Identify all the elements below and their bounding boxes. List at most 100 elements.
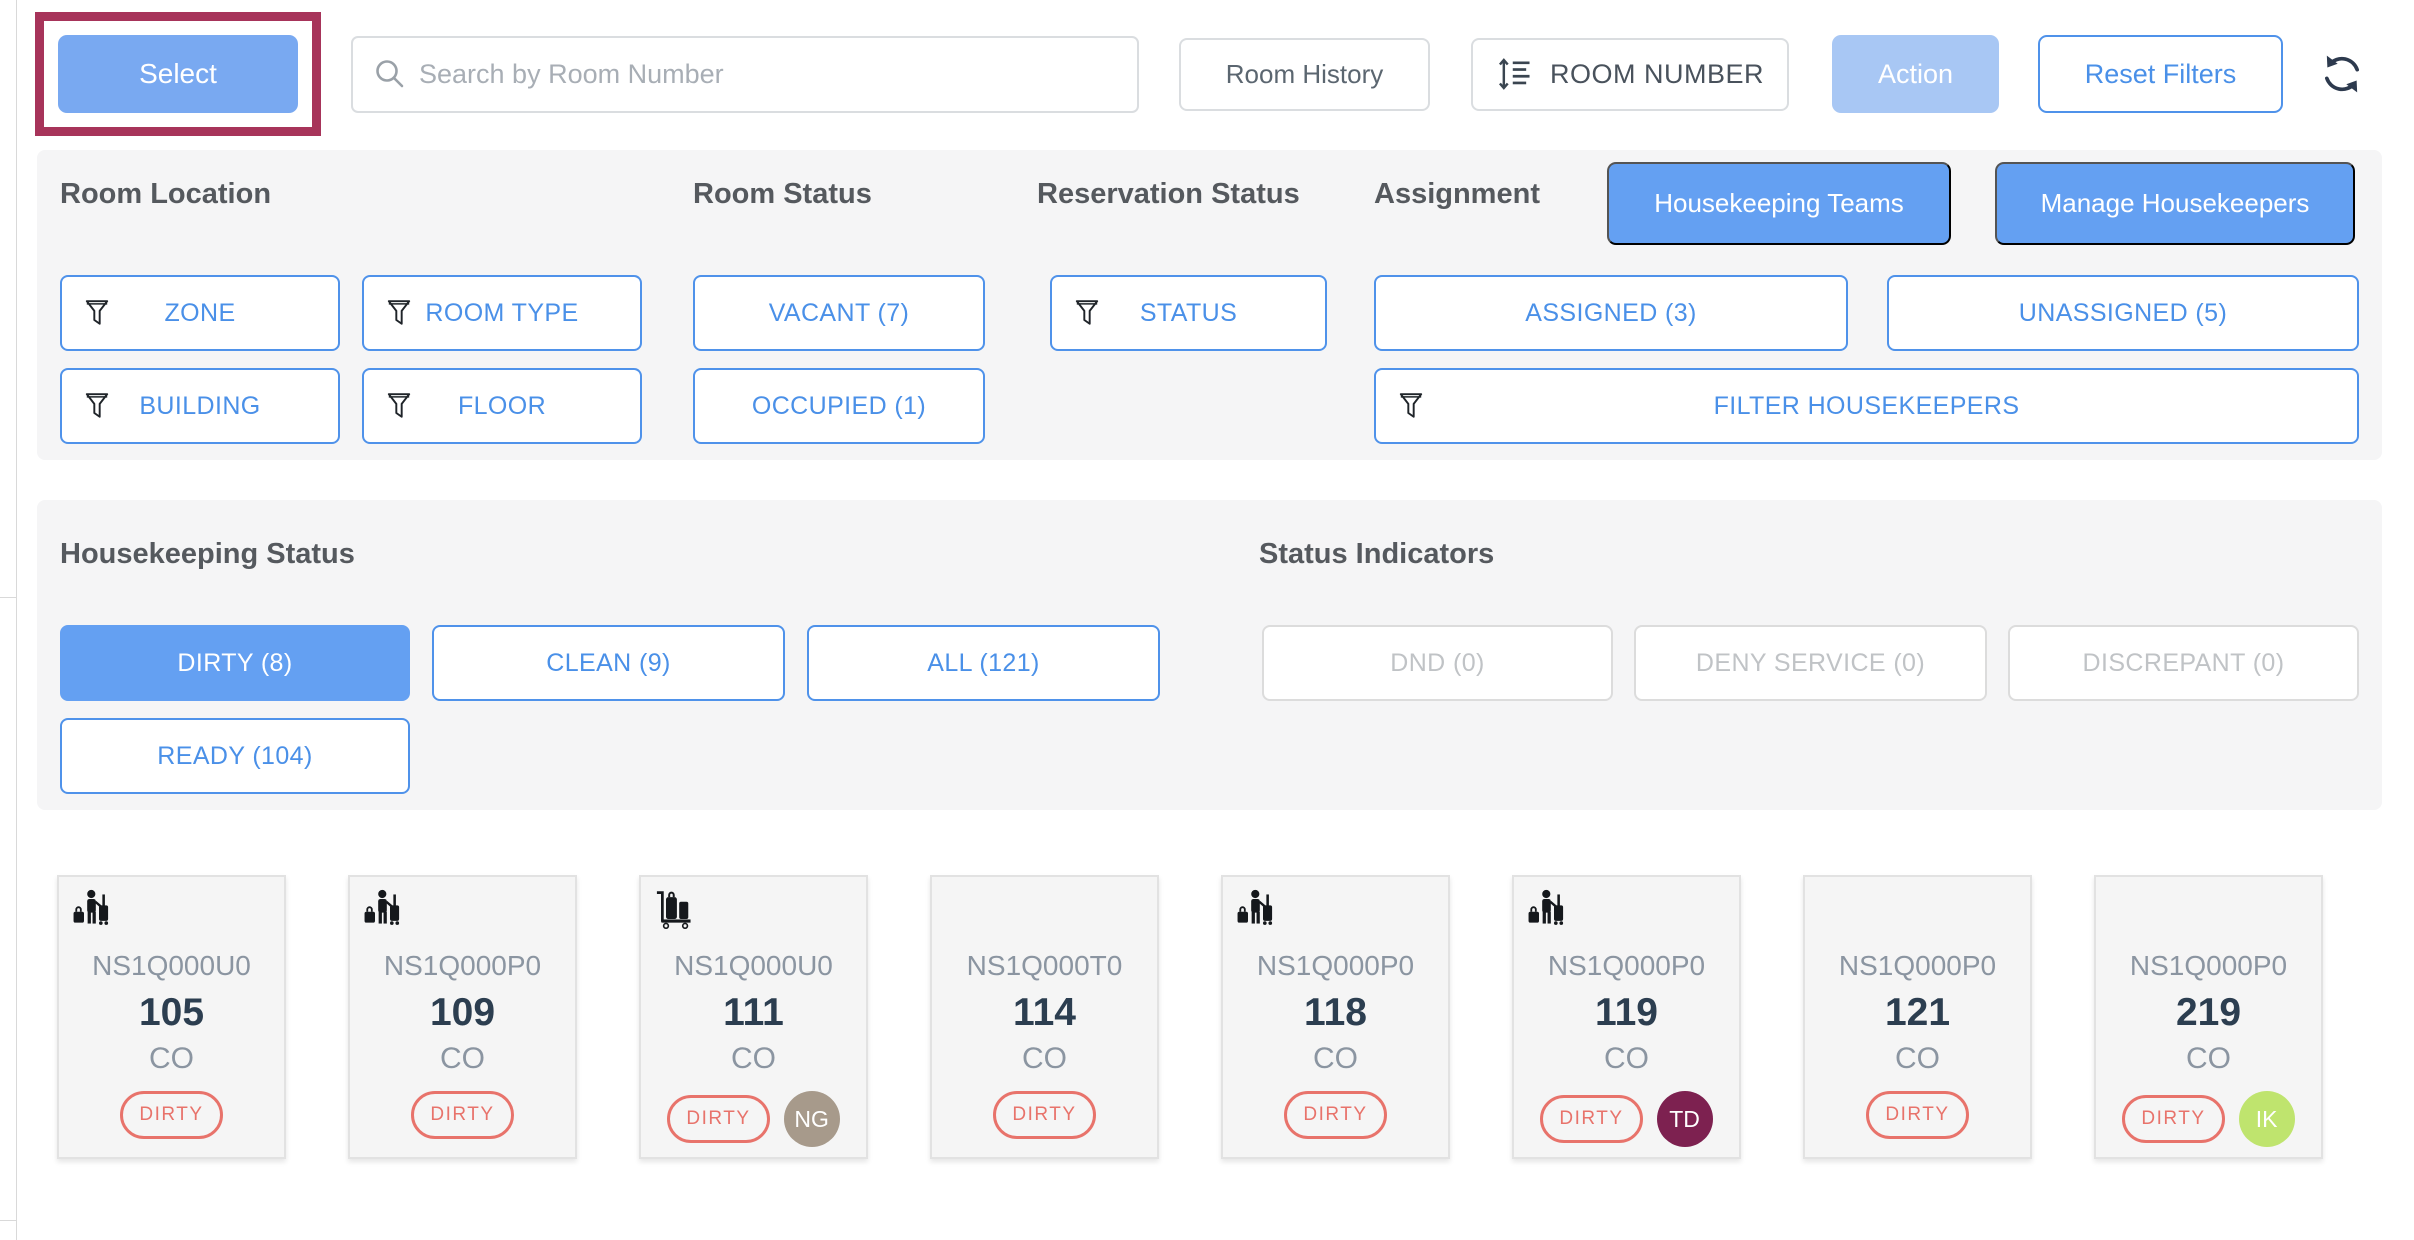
room-card[interactable]: NS1Q000U0 105 CO DIRTY: [57, 875, 286, 1159]
reservation-code: CO: [149, 1042, 194, 1075]
room-number: 119: [1595, 991, 1658, 1034]
funnel-icon: [387, 300, 411, 325]
ready-filter-button[interactable]: READY (104): [60, 718, 410, 794]
card-status-row: DIRTY: [1284, 1091, 1387, 1139]
search-input[interactable]: [351, 35, 1139, 113]
unassigned-filter-button[interactable]: UNASSIGNED (5): [1887, 275, 2359, 351]
filter-housekeepers-button[interactable]: FILTER HOUSEKEEPERS: [1374, 368, 2359, 444]
room-type-code: NS1Q000P0: [383, 950, 542, 981]
departing-guest-icon: [1528, 889, 1564, 925]
toolbar: Select Room History: [35, 0, 2414, 148]
floor-label: FLOOR: [457, 391, 547, 420]
room-type-filter-button[interactable]: ROOM TYPE: [362, 275, 642, 351]
room-card[interactable]: NS1Q000U0 111 CO DIRTY NG: [639, 875, 868, 1159]
manage-housekeepers-button[interactable]: Manage Housekeepers: [1995, 162, 2355, 245]
housekeeping-status-panel: Housekeeping Status Status Indicators DI…: [37, 500, 2382, 810]
rail-divider: [0, 597, 17, 598]
card-status-row: DIRTY: [993, 1091, 1096, 1139]
status-pill: DIRTY: [993, 1091, 1096, 1139]
action-button[interactable]: Action: [1832, 35, 1999, 113]
room-card[interactable]: NS1Q000P0 109 CO DIRTY: [348, 875, 577, 1159]
clean-filter-button[interactable]: CLEAN (9): [432, 625, 785, 701]
sort-control[interactable]: ROOM NUMBER: [1471, 37, 1789, 111]
left-rail: [0, 0, 17, 1240]
zone-label: ZONE: [164, 298, 236, 327]
dirty-filter-button[interactable]: DIRTY (8): [60, 625, 410, 701]
card-status-row: DIRTY TD: [1540, 1091, 1713, 1147]
card-status-row: DIRTY: [411, 1091, 514, 1139]
room-number: 111: [723, 991, 784, 1034]
rail-divider: [0, 1220, 17, 1221]
status-indicators-title: Status Indicators: [1259, 538, 1495, 570]
room-card[interactable]: NS1Q000P0 121 CO DIRTY: [1803, 875, 2032, 1159]
departing-guest-icon: [364, 889, 400, 925]
all-filter-button[interactable]: ALL (121): [807, 625, 1160, 701]
select-button[interactable]: Select: [58, 35, 298, 113]
funnel-icon: [387, 393, 411, 418]
housekeeping-teams-button[interactable]: Housekeeping Teams: [1607, 162, 1951, 245]
room-type-code: NS1Q000P0: [1256, 950, 1415, 981]
funnel-icon: [85, 393, 109, 418]
deny-service-filter-button[interactable]: DENY SERVICE (0): [1634, 625, 1987, 701]
room-number: 109: [429, 991, 496, 1034]
room-number: 121: [1884, 991, 1951, 1034]
status-pill: DIRTY: [1866, 1091, 1969, 1139]
room-card[interactable]: NS1Q000P0 119 CO DIRTY TD: [1512, 875, 1741, 1159]
room-type-code: NS1Q000P0: [1838, 950, 1997, 981]
departing-guest-icon: [73, 889, 109, 925]
reservation-code: CO: [731, 1042, 776, 1075]
housekeeper-badge: TD: [1656, 1091, 1713, 1147]
room-location-title: Room Location: [60, 178, 272, 210]
departing-guest-icon: [1237, 889, 1273, 925]
room-number: 114: [1013, 991, 1076, 1034]
status-pill: DIRTY: [411, 1091, 514, 1139]
room-card[interactable]: NS1Q000P0 118 CO DIRTY: [1221, 875, 1450, 1159]
funnel-icon: [85, 300, 109, 325]
room-number: 105: [138, 991, 205, 1034]
refresh-icon: [2324, 55, 2360, 93]
reservation-code: CO: [1895, 1042, 1940, 1075]
room-type-code: NS1Q000U0: [92, 950, 251, 981]
status-pill: DIRTY: [2122, 1095, 2225, 1143]
room-type-code: NS1Q000P0: [1547, 950, 1706, 981]
reservation-code: CO: [1022, 1042, 1067, 1075]
status-pill: DIRTY: [667, 1095, 770, 1143]
status-pill: DIRTY: [1540, 1095, 1643, 1143]
housekeeper-badge: IK: [2238, 1091, 2295, 1147]
sort-order-icon: [1498, 58, 1530, 90]
filters-panel: Room Location Room Status Reservation St…: [37, 150, 2382, 460]
room-card[interactable]: NS1Q000T0 114 CO DIRTY: [930, 875, 1159, 1159]
dnd-filter-button[interactable]: DND (0): [1262, 625, 1613, 701]
room-type-label: ROOM TYPE: [425, 298, 579, 327]
reset-filters-button[interactable]: Reset Filters: [2038, 35, 2283, 113]
search-icon: [376, 60, 404, 88]
room-type-code: NS1Q000P0: [2129, 950, 2288, 981]
funnel-icon: [1399, 393, 1423, 418]
card-status-row: DIRTY IK: [2122, 1091, 2295, 1147]
vacant-filter-button[interactable]: VACANT (7): [693, 275, 985, 351]
reservation-code: CO: [2186, 1042, 2231, 1075]
sort-label: ROOM NUMBER: [1550, 58, 1764, 89]
zone-filter-button[interactable]: ZONE: [60, 275, 340, 351]
refresh-button[interactable]: [2316, 48, 2368, 100]
discrepant-filter-button[interactable]: DISCREPANT (0): [2008, 625, 2359, 701]
luggage-cart-icon: [656, 891, 691, 929]
room-history-button[interactable]: Room History: [1179, 37, 1430, 111]
reservation-status-filter-button[interactable]: STATUS: [1050, 275, 1327, 351]
assigned-filter-button[interactable]: ASSIGNED (3): [1374, 275, 1848, 351]
building-filter-button[interactable]: BUILDING: [60, 368, 340, 444]
room-card[interactable]: NS1Q000P0 219 CO DIRTY IK: [2094, 875, 2323, 1159]
reservation-code: CO: [440, 1042, 485, 1075]
occupied-filter-button[interactable]: OCCUPIED (1): [693, 368, 985, 444]
room-status-title: Room Status: [693, 178, 872, 210]
card-status-row: DIRTY NG: [667, 1091, 840, 1147]
status-pill: DIRTY: [120, 1091, 223, 1139]
card-status-row: DIRTY: [120, 1091, 223, 1139]
room-type-code: NS1Q000T0: [966, 950, 1123, 981]
room-cards-row: NS1Q000U0 105 CO DIRTY: [35, 875, 2414, 1159]
room-number: 118: [1304, 991, 1367, 1034]
filter-housekeepers-label: FILTER HOUSEKEEPERS: [1713, 391, 2020, 420]
funnel-icon: [1075, 300, 1099, 325]
floor-filter-button[interactable]: FLOOR: [362, 368, 642, 444]
